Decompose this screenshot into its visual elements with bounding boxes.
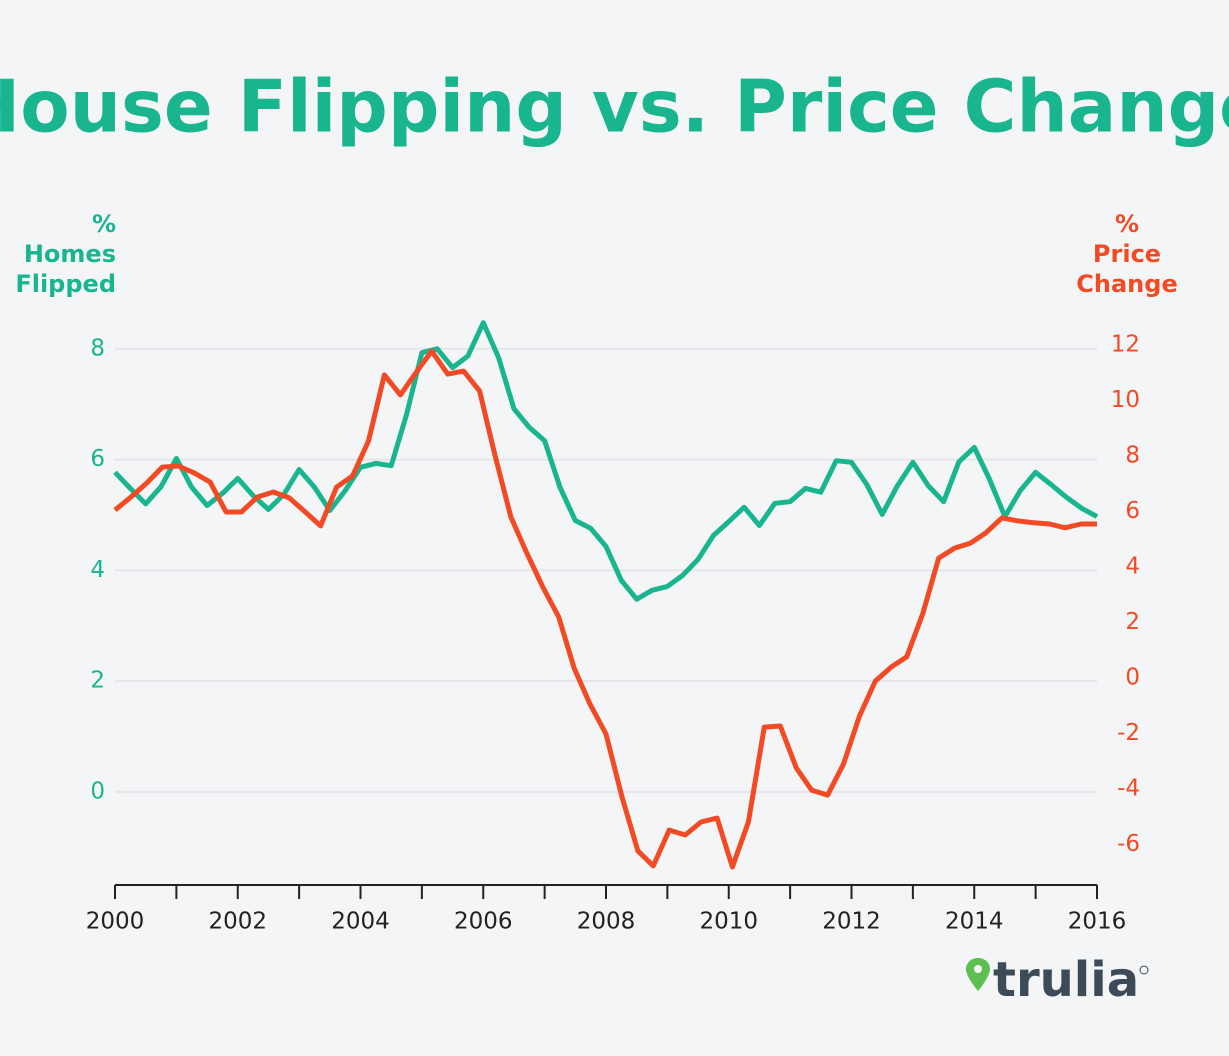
y2-axis-title: % bbox=[1115, 210, 1139, 238]
y-axis-title: Flipped bbox=[15, 270, 116, 298]
x-tick-label: 2006 bbox=[454, 909, 513, 935]
y2-tick-label: 6 bbox=[1125, 498, 1140, 524]
y2-tick-label: 0 bbox=[1125, 664, 1140, 690]
logo-pin bbox=[966, 958, 990, 991]
x-tick-label: 2012 bbox=[822, 909, 881, 935]
y-tick-label: 0 bbox=[90, 778, 105, 804]
y2-tick-label: 10 bbox=[1111, 387, 1140, 413]
logo-pin-hole bbox=[974, 965, 982, 973]
y2-tick-label: -6 bbox=[1117, 831, 1140, 857]
data-line bbox=[113, 348, 1097, 870]
y2-tick-label: -4 bbox=[1117, 775, 1140, 801]
y2-tick-label: 12 bbox=[1111, 331, 1140, 357]
y-tick-label: 8 bbox=[90, 335, 105, 361]
y-tick-label: 6 bbox=[90, 446, 105, 472]
y2-tick-label: 8 bbox=[1125, 442, 1140, 468]
x-tick-label: 2002 bbox=[208, 909, 267, 935]
x-tick-label: 2010 bbox=[699, 909, 758, 935]
x-tick-label: 2008 bbox=[577, 909, 636, 935]
logo-registered bbox=[1139, 965, 1149, 975]
y2-tick-label: 2 bbox=[1125, 609, 1140, 635]
data-line bbox=[113, 320, 1099, 602]
logo: trulia bbox=[966, 952, 1149, 1008]
y-tick-label: 4 bbox=[90, 557, 105, 583]
x-tick-label: 2014 bbox=[945, 909, 1004, 935]
x-tick-label: 2016 bbox=[1068, 909, 1127, 935]
x-tick-label: 2000 bbox=[86, 909, 145, 935]
y-tick-label: 2 bbox=[90, 668, 105, 694]
y2-axis-title: Price bbox=[1093, 240, 1161, 268]
chart-title: House Flipping vs. Price Change bbox=[0, 65, 1229, 149]
x-tick-label: 2004 bbox=[331, 909, 390, 935]
y-axis-title: Homes bbox=[24, 240, 116, 268]
logo-text: trulia bbox=[993, 952, 1139, 1008]
y2-tick-label: 4 bbox=[1125, 553, 1140, 579]
y-axis-title: % bbox=[92, 210, 116, 238]
y2-axis-title: Change bbox=[1076, 270, 1177, 298]
y2-tick-label: -2 bbox=[1117, 720, 1140, 746]
